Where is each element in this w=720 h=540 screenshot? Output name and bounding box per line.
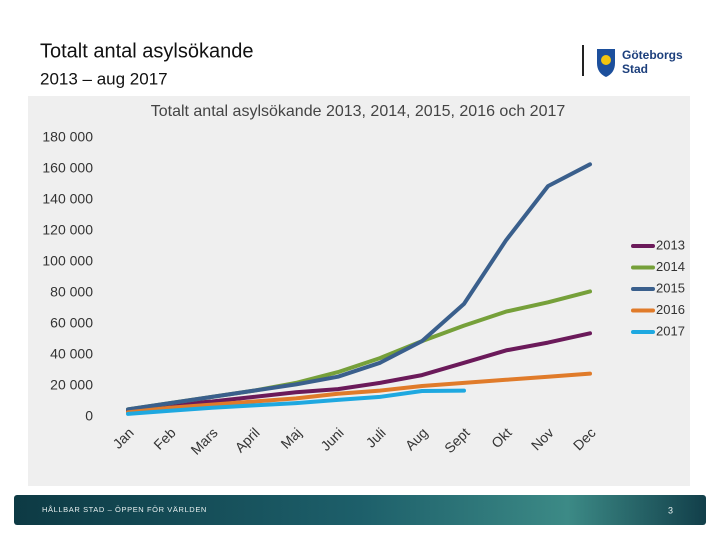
legend-label: 2013 (656, 237, 685, 252)
y-tick-label: 80 000 (50, 284, 93, 300)
line-series (126, 162, 592, 412)
y-tick-label: 180 000 (42, 129, 93, 145)
y-tick-label: 0 (85, 408, 93, 424)
line-series (126, 331, 592, 413)
footer-text: HÅLLBAR STAD – ÖPPEN FÖR VÄRLDEN (42, 505, 207, 514)
logo-icon (597, 49, 615, 77)
y-tick-label: 140 000 (42, 191, 93, 207)
y-tick-label: 100 000 (42, 253, 93, 269)
legend-label: 2015 (656, 280, 685, 295)
line-series (126, 388, 466, 416)
slide-title: Totalt antal asylsökande (40, 40, 253, 62)
line-series (126, 371, 592, 415)
y-tick-label: 120 000 (42, 222, 93, 238)
y-tick-label: 40 000 (50, 346, 93, 362)
y-tick-label: 60 000 (50, 315, 93, 331)
chart-title: Totalt antal asylsökande 2013, 2014, 201… (151, 103, 566, 120)
legend-label: 2014 (656, 259, 685, 274)
y-tick-label: 160 000 (42, 160, 93, 176)
page-number: 3 (668, 505, 673, 515)
footer-band (14, 495, 706, 525)
logo-text: Stad (622, 62, 648, 76)
legend-label: 2016 (656, 302, 685, 317)
y-tick-label: 20 000 (50, 377, 93, 393)
slide-subtitle: 2013 – aug 2017 (40, 69, 168, 88)
chart-background (28, 96, 690, 486)
logo-text: Göteborgs (622, 48, 683, 62)
legend-label: 2017 (656, 323, 685, 338)
